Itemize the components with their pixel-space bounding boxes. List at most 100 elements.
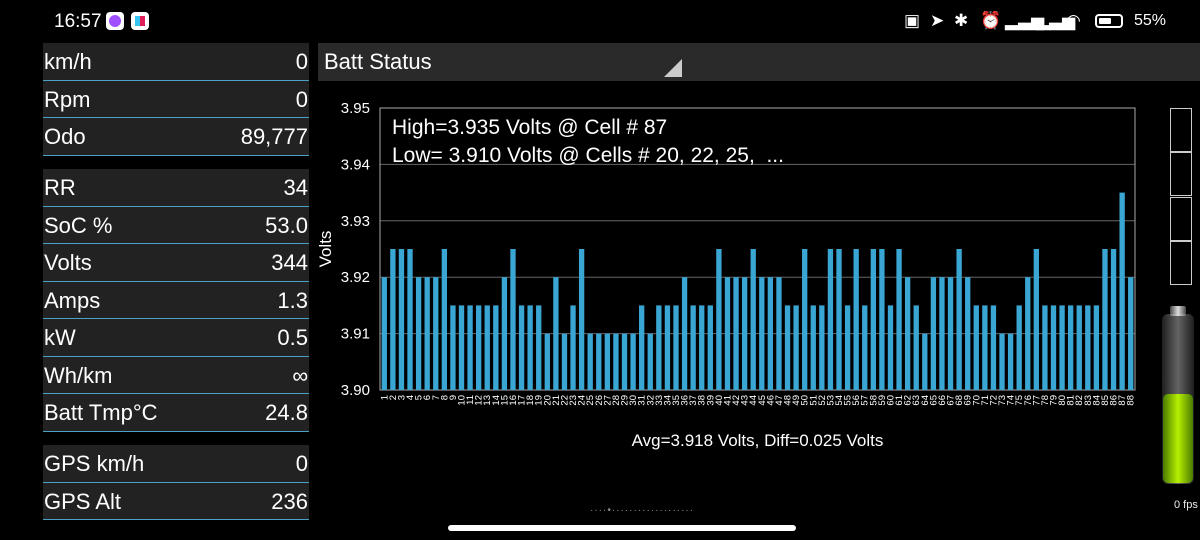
bar <box>836 249 842 390</box>
bar <box>887 305 894 390</box>
x-tick-label: 7 <box>431 395 442 400</box>
y-axis-label: Volts <box>316 231 335 268</box>
x-tick-label: 5 <box>414 395 425 400</box>
x-tick-label: 12 <box>474 395 485 406</box>
bar <box>536 305 542 390</box>
x-tick-label: 87 <box>1117 395 1128 406</box>
x-tick-label: 71 <box>980 395 991 406</box>
bar <box>1025 277 1031 390</box>
bar <box>450 305 456 390</box>
bar <box>467 305 473 390</box>
fps-counter: 0 fps <box>1174 499 1198 511</box>
stat-label: km/h <box>44 49 92 74</box>
stat-row: km/h 0 <box>43 43 309 81</box>
x-tick-label: 82 <box>1074 395 1085 406</box>
x-tick-label: 50 <box>800 395 811 406</box>
gauge-segment-4 <box>1170 241 1192 285</box>
bar <box>570 305 576 390</box>
x-axis-label: Avg=3.918 Volts, Diff=0.025 Volts <box>632 431 884 450</box>
x-tick-label: 24 <box>577 395 588 406</box>
bar <box>630 333 636 390</box>
x-tick-label: 83 <box>1083 395 1094 406</box>
bar <box>793 305 799 390</box>
stat-value: 24.8 <box>265 400 308 425</box>
stat-row: Amps 1.3 <box>43 282 309 319</box>
x-tick-label: 79 <box>1048 395 1059 406</box>
bar <box>699 305 705 390</box>
bar <box>510 249 516 390</box>
bar <box>879 249 885 390</box>
bar <box>784 305 791 390</box>
bar <box>862 305 868 390</box>
x-tick-label: 4 <box>405 395 416 400</box>
bar <box>587 333 593 390</box>
x-tick-label: 19 <box>534 395 545 406</box>
x-tick-label: 28 <box>611 395 622 406</box>
x-tick-label: 80 <box>1057 395 1068 406</box>
x-tick-label: 39 <box>705 395 716 406</box>
x-tick-label: 30 <box>628 395 639 406</box>
bar <box>553 277 559 390</box>
bar <box>802 249 808 390</box>
x-tick-label: 18 <box>525 395 536 406</box>
y-tick-label: 3.94 <box>341 156 370 173</box>
x-tick-label: 77 <box>1031 395 1042 406</box>
signal-icon-2: ▂▃▅ <box>1036 11 1076 30</box>
bar <box>544 333 550 390</box>
bar <box>716 249 722 390</box>
x-tick-label: 53 <box>825 395 836 406</box>
stat-label: kW <box>44 325 76 350</box>
x-tick-label: 48 <box>783 395 794 406</box>
x-tick-label: 76 <box>1023 395 1034 406</box>
bar <box>707 305 713 390</box>
signal-icon: ▂▃▅ <box>1005 11 1045 30</box>
x-tick-label: 69 <box>963 395 974 406</box>
x-tick-label: 9 <box>448 395 459 400</box>
bar <box>1119 192 1125 390</box>
chart-selector[interactable]: Batt Status <box>318 43 1200 81</box>
stat-value: 0 <box>295 451 308 476</box>
x-tick-label: 78 <box>1040 395 1051 406</box>
x-tick-label: 67 <box>946 395 957 406</box>
x-tick-label: 62 <box>903 395 914 406</box>
x-tick-label: 40 <box>714 395 725 406</box>
x-tick-label: 23 <box>568 395 579 406</box>
stat-value: 236 <box>271 488 308 514</box>
x-tick-label: 26 <box>594 395 605 406</box>
stat-row: Batt Tmp°C 24.8 <box>43 394 309 432</box>
bar <box>681 277 688 390</box>
x-tick-label: 14 <box>491 395 502 406</box>
stat-label: GPS Alt <box>44 488 122 514</box>
x-tick-label: 47 <box>774 395 785 406</box>
bar <box>664 305 671 390</box>
x-tick-label: 81 <box>1066 395 1077 406</box>
x-tick-label: 45 <box>757 395 768 406</box>
x-tick-label: 70 <box>971 395 982 406</box>
gauge-segment-3 <box>1170 197 1192 241</box>
x-tick-label: 84 <box>1091 395 1102 406</box>
messenger-icon <box>106 12 124 30</box>
bar <box>441 249 448 390</box>
stat-row: Odo 89,777 <box>43 118 309 156</box>
gauge-segment-1 <box>1170 108 1192 152</box>
x-tick-label: 72 <box>988 395 999 406</box>
x-tick-label: 10 <box>457 395 468 406</box>
y-tick-label: 3.90 <box>341 382 370 399</box>
location-icon: ➤ <box>930 11 945 30</box>
bar <box>476 305 482 390</box>
stat-value: 53.0 <box>265 212 308 238</box>
bar <box>810 305 816 390</box>
stat-row: GPS Alt 236 <box>43 483 309 520</box>
x-tick-label: 43 <box>740 395 751 406</box>
x-tick-label: 25 <box>585 395 596 406</box>
bar <box>896 249 902 390</box>
x-tick-label: 11 <box>465 395 476 405</box>
bar <box>458 305 465 390</box>
stat-label: SoC % <box>44 212 113 238</box>
x-tick-label: 34 <box>662 395 673 406</box>
gesture-nav-handle[interactable] <box>448 525 796 531</box>
x-tick-label: 66 <box>937 395 948 406</box>
x-tick-label: 75 <box>1014 395 1025 406</box>
bar <box>1016 305 1022 390</box>
wifi-icon: ◠ <box>1066 11 1081 30</box>
